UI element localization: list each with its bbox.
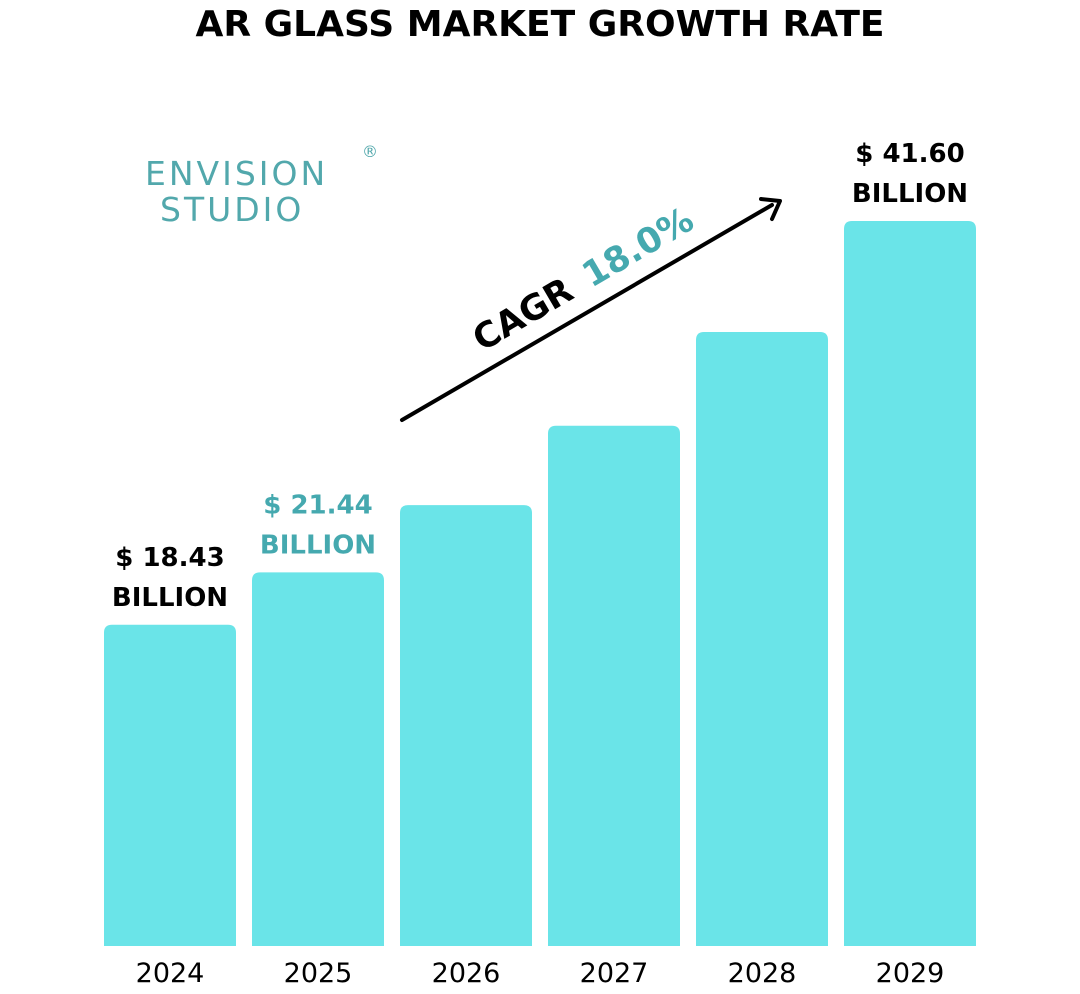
value-label-2025: $ 21.44 BILLION xyxy=(260,490,376,560)
value-labels: $ 18.43 BILLION $ 21.44 BILLION $ 41.60 BILLI… xyxy=(112,139,968,613)
x-tick-label-2025: 2025 xyxy=(284,958,353,989)
cagr-arrow-line xyxy=(400,203,774,422)
bar-2027 xyxy=(548,425,680,946)
bar-2025 xyxy=(252,572,384,946)
value-label-2024: $ 18.43 BILLION xyxy=(112,543,228,613)
logo-line-1: ENVISION xyxy=(145,154,328,193)
x-tick-label-2024: 2024 xyxy=(136,958,205,989)
bar-2024 xyxy=(104,624,236,946)
chart-title: AR GLASS MARKET GROWTH RATE xyxy=(196,4,885,45)
x-tick-label-2028: 2028 xyxy=(728,958,797,989)
value-label-unit-2029: BILLION xyxy=(852,179,968,209)
value-label-2029: $ 41.60 BILLION xyxy=(852,139,968,209)
x-tick-label-2029: 2029 xyxy=(876,958,945,989)
value-label-amount-2029: $ 41.60 xyxy=(855,139,964,169)
logo-registered-mark: ® xyxy=(362,142,378,161)
x-tick-label-2027: 2027 xyxy=(580,958,649,989)
bar-2026 xyxy=(400,505,532,946)
logo-line-2: STUDIO xyxy=(160,190,304,229)
value-label-amount-2024: $ 18.43 xyxy=(115,543,224,573)
value-label-unit-2025: BILLION xyxy=(260,530,376,560)
cagr-prefix: CAGR xyxy=(466,270,580,359)
value-label-amount-2025: $ 21.44 xyxy=(263,490,372,520)
bar-2028 xyxy=(696,332,828,946)
x-tick-label-2026: 2026 xyxy=(432,958,501,989)
x-axis-tick-labels: 2024 2025 2026 2027 2028 2029 xyxy=(136,958,945,989)
value-label-unit-2024: BILLION xyxy=(112,583,228,613)
cagr-arrow-head-icon xyxy=(759,197,782,221)
cagr-text: CAGR 18.0% xyxy=(466,200,700,360)
bar-2029 xyxy=(844,221,976,946)
envision-studio-logo: ENVISION STUDIO ® xyxy=(145,142,378,229)
bars-layer xyxy=(104,221,976,946)
